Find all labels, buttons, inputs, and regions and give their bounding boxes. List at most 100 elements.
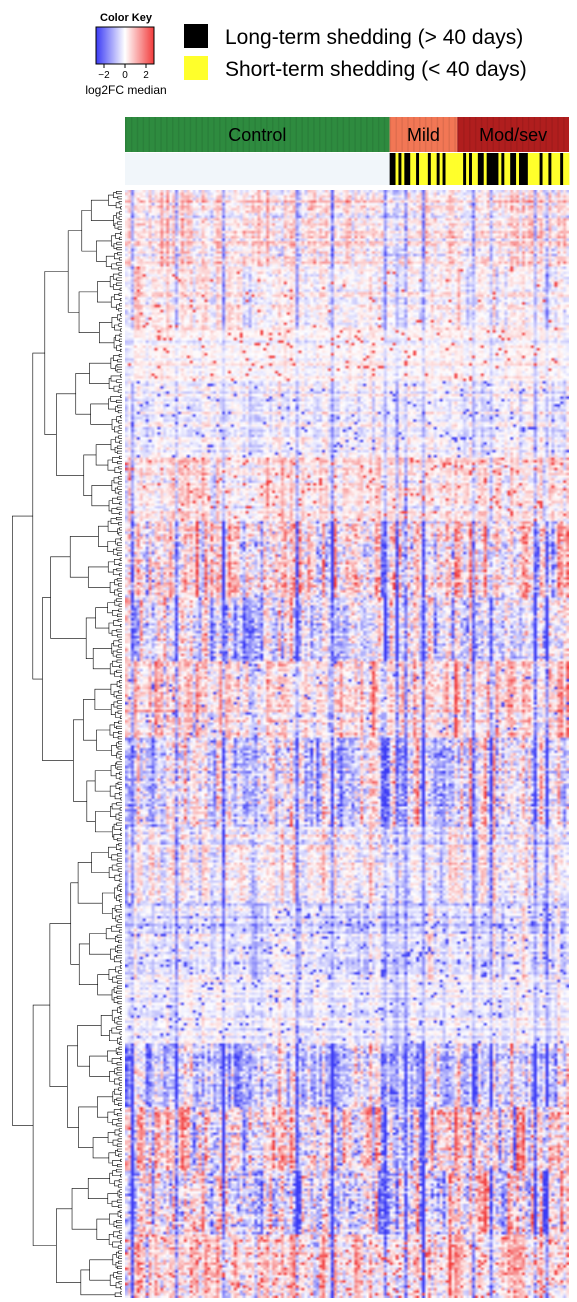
dendrogram-branch (120, 888, 122, 893)
dendrogram-branch (114, 324, 121, 331)
dendrogram-branch (118, 1077, 122, 1081)
dendrogram-branch (109, 1071, 115, 1082)
dendrogram-branch (119, 573, 122, 577)
group-bar-stripe (148, 117, 150, 152)
color-key: Color Key −2 0 2 log2FC median (85, 12, 166, 97)
dendrogram-branch (90, 199, 114, 221)
group-bar-stripe (521, 117, 524, 152)
group-bar-stripe (419, 117, 421, 152)
dendrogram-branch (118, 1281, 122, 1285)
dendrogram-branch (71, 1188, 97, 1230)
dendrogram-branch (110, 683, 118, 695)
dendrogram-branch (118, 583, 122, 587)
dendrogram-branch (116, 705, 122, 709)
group-bar-stripe (527, 117, 530, 152)
dendrogram-branch (117, 252, 122, 256)
group-bar-stripe (242, 117, 245, 152)
group-bar-stripe (230, 117, 233, 152)
dendrogram-branch (113, 1272, 118, 1278)
dendrogram-branch (116, 598, 122, 602)
dendrogram-branch (111, 925, 120, 932)
dendrogram-branch (120, 1158, 122, 1163)
dendrogram-branch (112, 457, 120, 463)
dendrogram-branch (119, 914, 122, 918)
dendrogram-branch (113, 823, 121, 830)
dendrogram-branch (120, 1107, 122, 1112)
dendrogram-branch (116, 1169, 122, 1173)
dendrogram-branch (118, 272, 122, 276)
dendrogram-branch (120, 415, 122, 419)
dendrogram-branch (114, 487, 119, 494)
dendrogram-branch (109, 276, 114, 288)
group-bar-stripe (413, 117, 415, 152)
dendrogram-branch (120, 827, 122, 831)
dendrogram-branch (107, 541, 116, 552)
legend-swatch-long-term (184, 24, 208, 48)
dendrogram-branch (113, 701, 118, 708)
dendrogram-branch (107, 1193, 118, 1205)
dendrogram-branch (108, 378, 114, 389)
dendrogram-branch (118, 201, 122, 205)
group-bar-stripe (201, 117, 203, 152)
dendrogram-branch (117, 481, 122, 485)
dendrogram-branch (97, 974, 113, 996)
dendrogram-branch (116, 1199, 122, 1203)
shedding-cell-short-term (451, 153, 455, 185)
group-label-mild: Mild (407, 125, 440, 145)
group-bar-stripe (551, 117, 553, 152)
dendrogram-branch (116, 654, 122, 658)
dendrogram-branch (116, 552, 122, 556)
shedding-cell-short-term (445, 153, 449, 185)
shedding-cell-long-term (495, 153, 499, 185)
shedding-cell-long-term (519, 153, 523, 185)
dendrogram-branch (112, 650, 118, 657)
dendrogram-branch (115, 436, 120, 443)
dendrogram-branch (118, 1194, 122, 1198)
dendrogram-branch (113, 477, 119, 484)
group-bar-stripe (454, 117, 456, 152)
shedding-cell-short-term (507, 153, 511, 185)
dendrogram-branch (107, 561, 115, 573)
dendrogram-branch (115, 1262, 119, 1268)
dendrogram-branch (114, 1017, 119, 1024)
dendrogram-branch (117, 1245, 122, 1249)
dendrogram-branch (111, 418, 117, 430)
dendrogram-branch (114, 1292, 122, 1298)
group-bar-stripe (360, 117, 362, 152)
dendrogram-branch (117, 710, 122, 714)
dendrogram-branch (120, 1036, 122, 1040)
dendrogram-branch (117, 196, 122, 200)
dendrogram-branch (118, 644, 122, 648)
group-bar-stripe (224, 117, 227, 152)
dendrogram-branch (81, 210, 97, 252)
dendrogram-branch (117, 781, 122, 786)
dendrogram-branch (117, 496, 122, 500)
shedding-cell-long-term (389, 153, 393, 185)
shedding-cell-short-term (466, 153, 470, 185)
dendrogram-branch (116, 985, 122, 989)
dendrogram-branch (73, 719, 87, 802)
dendrogram-branch (117, 980, 122, 984)
dendrogram-branch (116, 517, 122, 521)
group-bar-stripe (295, 117, 298, 152)
group-bar-stripe (160, 117, 162, 152)
shedding-cell-short-term (563, 153, 567, 185)
dendrogram-branch (114, 1129, 120, 1136)
dendrogram-branch (116, 1072, 122, 1076)
dendrogram-branch (118, 1179, 122, 1183)
dendrogram-branch (118, 639, 122, 643)
dendrogram-branch (116, 1220, 122, 1224)
dendrogram-branch (111, 854, 118, 861)
group-bar-stripe (301, 117, 303, 152)
dendrogram-branch (113, 243, 117, 249)
group-bar-stripe (463, 117, 465, 152)
dendrogram-branch (83, 454, 97, 496)
dendrogram-branch (117, 736, 122, 740)
dendrogram-branch (86, 780, 96, 822)
dendrogram-branch (118, 491, 122, 495)
dendrogram-branch (114, 793, 121, 800)
group-bar-stripe (504, 117, 506, 152)
shedding-cell-long-term (469, 153, 473, 185)
dendrogram-branch (119, 557, 122, 561)
dendrogram-branch (85, 617, 96, 659)
